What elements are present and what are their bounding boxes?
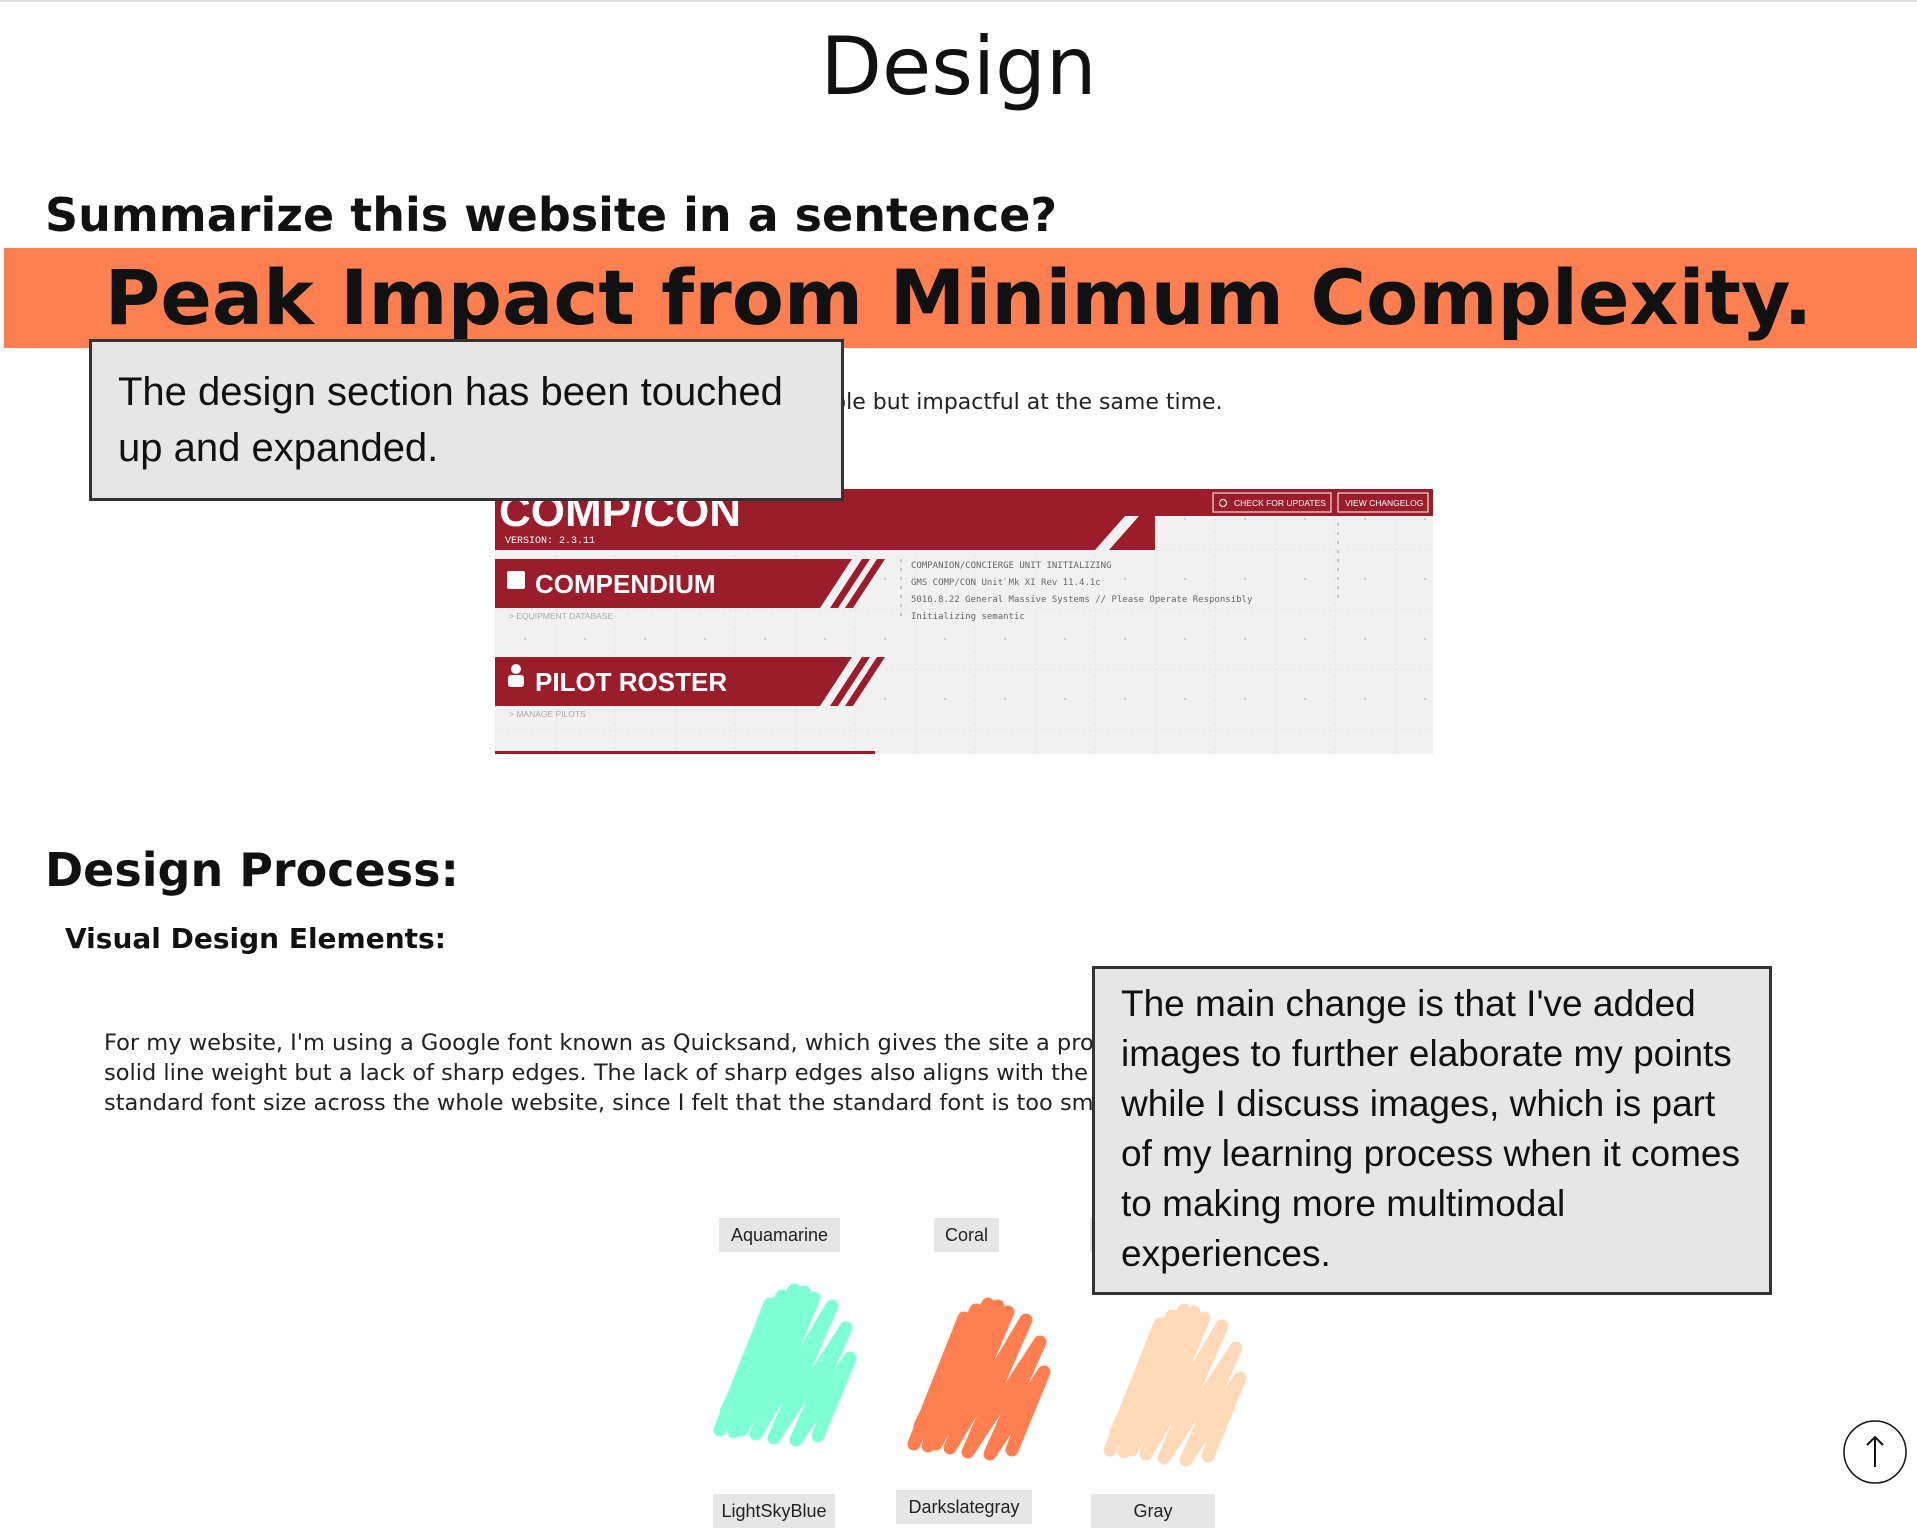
terminal-line: GMS COMP/CON Unit Mk XI Rev 11.4.1c	[911, 578, 1101, 588]
menu-bar[interactable]	[495, 657, 852, 706]
color-swatch	[698, 1262, 868, 1452]
terminal-rule	[900, 523, 1339, 619]
scroll-to-top[interactable]	[1842, 1419, 1908, 1485]
menu-icon	[511, 664, 521, 674]
page-title: Design	[820, 20, 1097, 113]
button-frame[interactable]	[1337, 492, 1429, 513]
top-border	[0, 0, 1917, 2]
swatch-label: Darkslategray	[896, 1490, 1032, 1524]
menu-edge	[495, 751, 875, 754]
menu-stripe	[845, 657, 885, 706]
menu-icon	[508, 675, 524, 687]
header-block	[495, 489, 1155, 550]
terminal-line: 5016.8.22 General Massive Systems // Ple…	[911, 595, 1253, 605]
section-question: Summarize this website in a sentence?	[45, 188, 1058, 242]
app-screenshot: COMP/CON VERSION: 2.3.11 CHECK FOR UPDAT…	[495, 489, 1433, 754]
menu-stripe	[830, 657, 870, 706]
terminal-line: Initializing semantic	[911, 612, 1025, 622]
annotation-note: The design section has been touched up a…	[89, 339, 844, 501]
menu-caption: > MANAGE PILOTS	[509, 709, 586, 719]
header-button[interactable]: VIEW CHANGELOG	[1345, 498, 1423, 508]
header-corner	[1109, 519, 1155, 550]
app-version: VERSION: 2.3.11	[505, 536, 595, 547]
color-swatch	[892, 1276, 1062, 1466]
swatch-label: Aquamarine	[719, 1218, 840, 1252]
swatch-label: Gray	[1091, 1494, 1215, 1528]
menu-bar[interactable]	[495, 559, 852, 608]
terminal-line: COMPANION/CONCIERGE UNIT INITIALIZING	[911, 561, 1111, 571]
button-frame[interactable]	[1212, 492, 1332, 513]
highlight-band	[4, 248, 1917, 348]
menu-label[interactable]: COMPENDIUM	[535, 569, 716, 599]
header-slash	[1095, 516, 1139, 550]
section-heading: Design Process:	[45, 843, 459, 897]
swatch-label: Coral	[934, 1218, 999, 1252]
section-subheading: Visual Design Elements:	[65, 922, 446, 955]
refresh-icon	[1219, 499, 1227, 507]
summary-answer: Peak Impact from Minimum Complexity.	[104, 253, 1813, 342]
menu-icon	[507, 571, 525, 589]
color-swatch	[1088, 1282, 1258, 1472]
annotation-note: The main change is that I've added image…	[1092, 966, 1772, 1295]
menu-stripe	[845, 559, 885, 608]
swatch-label: LightSkyBlue	[713, 1494, 835, 1528]
menu-caption: > EQUIPMENT DATABASE	[509, 611, 613, 621]
menu-stripe	[830, 559, 870, 608]
menu-label[interactable]: PILOT ROSTER	[535, 667, 727, 697]
header-button[interactable]: CHECK FOR UPDATES	[1234, 498, 1326, 508]
